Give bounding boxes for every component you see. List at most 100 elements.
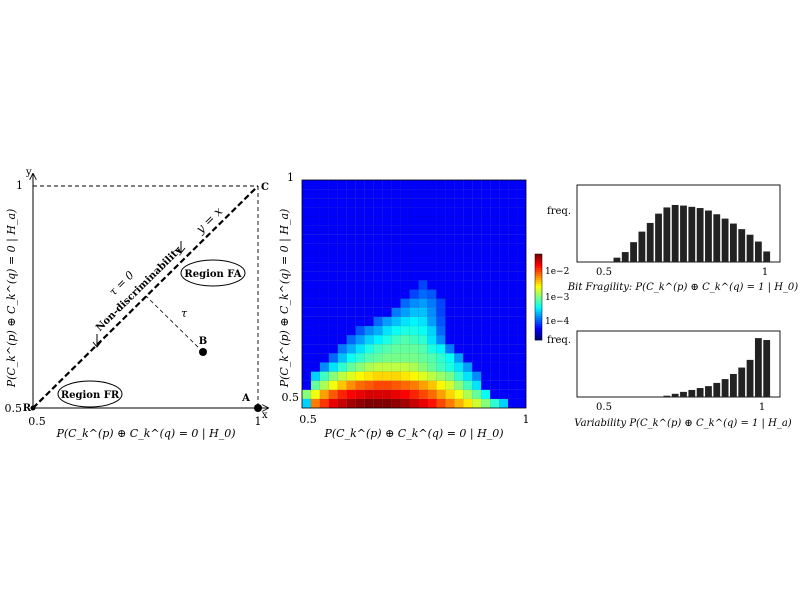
heatmap-cell — [427, 198, 437, 208]
heatmap-cell — [391, 198, 401, 208]
heatmap-cell — [355, 188, 365, 199]
colorbar-frame — [534, 253, 543, 341]
heatmap-cell — [507, 198, 518, 208]
heatmap-cell — [481, 334, 491, 345]
histogram-bar — [688, 206, 696, 262]
heatmap-cell — [463, 398, 473, 409]
heatmap-cell — [328, 371, 339, 381]
histogram-bar — [746, 359, 754, 397]
heatmap-cell — [319, 398, 330, 409]
histogram-bar — [646, 222, 654, 262]
heatmap-cell — [481, 362, 491, 372]
heatmap-cell — [516, 325, 527, 336]
heatmap-cell — [409, 252, 419, 263]
heatmap-cell — [337, 188, 347, 199]
heatmap-cell — [346, 398, 356, 409]
colorbar-segment — [535, 302, 542, 305]
heatmap-cell — [364, 234, 374, 245]
heatmap-cell — [498, 289, 509, 299]
histogram-bar — [730, 373, 737, 397]
colorbar-segment — [535, 260, 542, 263]
heatmap-cell — [400, 280, 410, 290]
fragility-xtick-max: 1 — [762, 267, 768, 278]
heatmap-cell — [463, 216, 473, 226]
heatmap-cell — [516, 289, 527, 299]
heatmap-cell — [490, 344, 500, 354]
heatmap-cell — [418, 298, 428, 308]
heatmap-cell — [409, 389, 419, 400]
heatmap-cell — [391, 380, 401, 390]
colorbar-segment — [535, 292, 542, 295]
heatmap-cell — [481, 188, 491, 199]
heatmap-cell — [418, 198, 428, 208]
heatmap-cell — [364, 243, 374, 254]
diagonal-line — [32, 185, 259, 409]
heatmap-ytick-min: 0.5 — [282, 391, 300, 404]
heatmap-cell — [355, 271, 365, 281]
heatmap-cell — [328, 216, 339, 226]
colorbar-segment — [535, 288, 542, 291]
heatmap-cell — [454, 261, 464, 272]
heatmap-cell — [364, 362, 374, 372]
heatmap-cell — [346, 243, 356, 254]
heatmap-cell — [498, 344, 509, 354]
heatmap-cell — [346, 334, 356, 345]
heatmap-cell — [507, 334, 518, 345]
heatmap-cell — [507, 289, 518, 299]
heatmap-cell — [454, 271, 464, 281]
heatmap-cell — [498, 380, 509, 390]
heatmap-cell — [418, 207, 428, 217]
heatmap-cell — [346, 271, 356, 281]
point-r-label: R — [23, 403, 32, 414]
heatmap-cell — [454, 188, 464, 199]
heatmap-cell — [409, 198, 419, 208]
heatmap-cell — [418, 289, 428, 299]
heatmap-cell — [427, 188, 437, 199]
heatmap-cell — [418, 334, 428, 345]
heatmap-cell — [319, 389, 330, 400]
heatmap-cell — [373, 271, 383, 281]
heatmap-cell — [463, 380, 473, 390]
heatmap-cell — [472, 307, 482, 317]
heatmap-cell — [391, 271, 401, 281]
heatmap-cell — [445, 380, 455, 390]
heatmap-cell — [427, 225, 437, 235]
colorbar-segment — [535, 316, 542, 319]
colorbar-segment — [535, 294, 542, 297]
heatmap-cell — [481, 307, 491, 317]
point-a-marker — [254, 404, 262, 412]
heatmap-cell — [436, 207, 446, 217]
histogram-bar — [713, 382, 721, 397]
heatmap-cell — [310, 325, 321, 336]
heatmap-cell — [400, 243, 410, 254]
heatmap-cell — [472, 243, 482, 254]
heatmap-cell — [490, 371, 500, 381]
heatmap-cell — [445, 243, 455, 254]
heatmap-cell — [391, 252, 401, 263]
heatmap-cell — [400, 271, 410, 281]
colorbar-segment — [535, 262, 542, 265]
histogram-bar — [613, 257, 621, 262]
histogram-bar — [705, 386, 712, 397]
heatmap-cell — [400, 389, 410, 400]
heatmap-cell — [436, 371, 446, 381]
histogram-bar — [721, 379, 729, 397]
heatmap-cell — [436, 316, 446, 327]
heatmap-cell — [463, 234, 473, 245]
heatmap-cell — [400, 325, 410, 336]
heatmap-cell — [463, 243, 473, 254]
heatmap-cell — [373, 188, 383, 199]
heatmap-cell — [490, 207, 500, 217]
tau-distance-line — [145, 295, 204, 353]
heatmap-cell — [301, 207, 312, 217]
heatmap-cell — [364, 225, 374, 235]
heatmap-cell — [310, 371, 321, 381]
heatmap-cell — [507, 216, 518, 226]
heatmap-cell — [364, 188, 374, 199]
colorbar-segment — [535, 276, 542, 279]
histogram-bar — [754, 241, 762, 262]
heatmap-cell — [382, 398, 392, 409]
colorbar-segment — [535, 320, 542, 323]
heatmap-cell — [436, 307, 446, 317]
heatmap-cell — [391, 371, 401, 381]
